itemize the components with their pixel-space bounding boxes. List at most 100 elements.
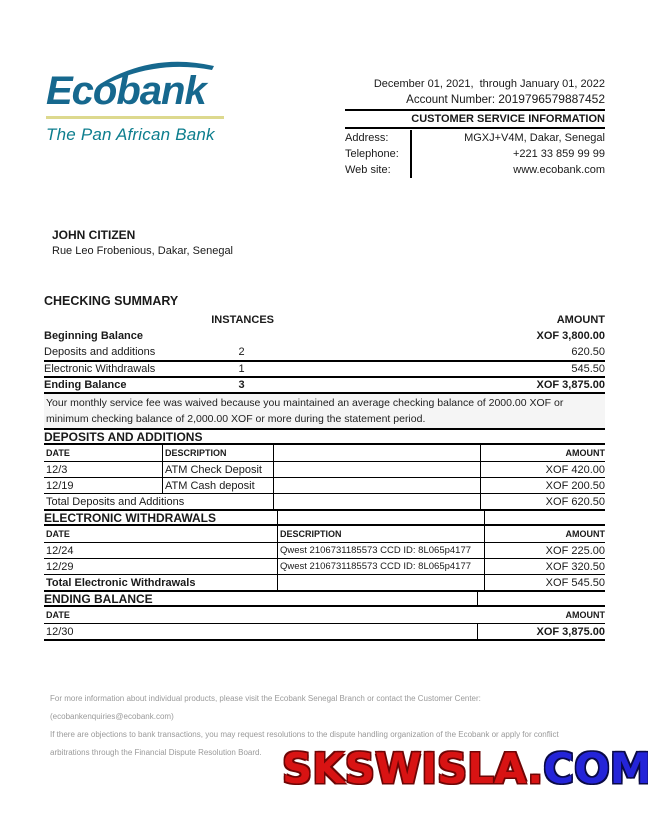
empty-cell (277, 575, 484, 590)
divider (345, 109, 605, 111)
deposit-description: ATM Cash deposit (162, 478, 273, 493)
summary-row-deposits: Deposits and additions 2 620.50 (44, 344, 605, 360)
contact-row-website: Web site: www.ecobank.com (345, 162, 605, 178)
footer-line-3: If there are objections to bank transact… (50, 730, 559, 739)
deposit-row: 12/3 ATM Check Deposit XOF 420.00 (44, 461, 605, 477)
withdrawals-section: ELECTRONIC WITHDRAWALS DATE DESCRIPTION … (44, 509, 605, 590)
amount-column-header: AMOUNT (484, 526, 605, 542)
checking-summary-title: CHECKING SUMMARY (44, 294, 179, 308)
row-amount: XOF 3,800.00 (536, 330, 606, 342)
telephone-value: +221 33 859 99 99 (512, 148, 605, 160)
footer-line-4: arbitrations through the Financial Dispu… (50, 748, 262, 757)
website-value[interactable]: www.ecobank.com (513, 164, 605, 176)
skswisla-watermark: SKSWISLA.COM (282, 744, 648, 793)
logo-tagline: The Pan African Bank (46, 125, 215, 144)
deposits-title: DEPOSITS AND ADDITIONS (44, 429, 203, 444)
withdrawals-total-label: Total Electronic Withdrawals (46, 576, 196, 589)
withdrawal-amount: XOF 225.00 (484, 543, 605, 558)
deposits-title-row: DEPOSITS AND ADDITIONS (44, 428, 605, 445)
footer-line-1: For more information about individual pr… (50, 694, 481, 703)
account-number-line: Account Number: 2019796579887452 (345, 92, 605, 106)
withdrawal-description: Qwest 2106731185573 CCD ID: 8L065p4177 (277, 559, 484, 574)
withdrawal-amount: XOF 320.50 (484, 559, 605, 574)
empty-cell (273, 478, 480, 493)
statement-header: December 01, 2021, through January 01, 2… (345, 78, 605, 178)
amount-column-header: AMOUNT (565, 610, 606, 620)
row-instances: 2 (238, 346, 245, 358)
row-label: Deposits and additions (44, 346, 156, 358)
telephone-label: Telephone: (345, 146, 412, 162)
account-number-label: Account Number: (406, 94, 499, 106)
description-column-header: DESCRIPTION (162, 445, 273, 461)
ending-balance-title-row: ENDING BALANCE (44, 590, 605, 607)
empty-cell (484, 511, 605, 524)
row-amount: 545.50 (571, 363, 605, 375)
deposit-description: ATM Check Deposit (162, 462, 273, 477)
divider (44, 639, 605, 641)
ecobank-logo-text: Ecobank (46, 69, 207, 113)
ending-balance-row: 12/30 XOF 3,875.00 (44, 623, 605, 639)
withdrawal-description: Qwest 2106731185573 CCD ID: 8L065p4177 (277, 543, 484, 558)
logo-swoosh-icon (100, 61, 214, 86)
row-amount: XOF 3,875.00 (536, 379, 606, 391)
watermark-site: SKSWISLA (282, 744, 528, 793)
watermark-dot: . (527, 744, 544, 793)
divider (44, 392, 605, 394)
withdrawal-row: 12/24 Qwest 2106731185573 CCD ID: 8L065p… (44, 542, 605, 558)
account-number-value: 2019796579887452 (498, 92, 605, 106)
statement-body: CHECKING SUMMARY INSTANCES AMOUNT Beginn… (44, 294, 605, 641)
withdrawal-date: 12/24 (46, 544, 74, 557)
customer-address: Rue Leo Frobenious, Dakar, Senegal (52, 245, 234, 257)
customer-info: JOHN CITIZEN Rue Leo Frobenious, Dakar, … (52, 228, 233, 257)
amount-column-header: AMOUNT (480, 445, 605, 461)
empty-cell (273, 462, 480, 477)
checking-summary-table: INSTANCES AMOUNT Beginning Balance XOF 3… (44, 312, 605, 394)
ending-balance-header-row: DATE AMOUNT (44, 607, 605, 623)
website-label: Web site: (345, 162, 412, 178)
checking-summary-header-row: INSTANCES AMOUNT (44, 312, 605, 328)
summary-row-ending-balance: Ending Balance 3 XOF 3,875.00 (44, 376, 605, 392)
fee-waiver-note: Your monthly service fee was waived beca… (44, 394, 605, 428)
watermark-tld: COM (543, 744, 648, 793)
customer-service-rows: Address: MGXJ+V4M, Dakar, Senegal Teleph… (345, 130, 605, 178)
divider (345, 127, 605, 129)
customer-name: JOHN CITIZEN (52, 228, 136, 242)
deposit-date: 12/3 (46, 463, 68, 476)
date-column-header: DATE (46, 610, 70, 620)
deposits-header-row: DATE DESCRIPTION AMOUNT (44, 445, 605, 461)
empty-cell (273, 445, 480, 461)
contact-row-address: Address: MGXJ+V4M, Dakar, Senegal (345, 130, 605, 146)
ending-balance-date: 12/30 (46, 625, 74, 638)
amount-column-header: AMOUNT (556, 314, 605, 326)
withdrawals-title: ELECTRONIC WITHDRAWALS (44, 510, 216, 525)
withdrawals-total-amount: XOF 545.50 (484, 575, 605, 590)
footer-disclaimer: For more information about individual pr… (50, 694, 610, 766)
ecobank-logo-wordmark: Ecobank (46, 61, 224, 119)
withdrawals-total-row: Total Electronic Withdrawals XOF 545.50 (44, 574, 605, 590)
empty-cell (277, 511, 484, 524)
deposit-amount: XOF 200.50 (480, 478, 605, 493)
withdrawal-date: 12/29 (46, 560, 74, 573)
ending-balance-title: ENDING BALANCE (44, 591, 153, 606)
ending-balance-section: ENDING BALANCE DATE AMOUNT 12/30 XOF 3,8… (44, 590, 605, 641)
row-instances: 3 (238, 379, 245, 391)
instances-column-header: INSTANCES (211, 314, 274, 326)
row-instances: 1 (238, 363, 245, 375)
summary-row-beginning-balance: Beginning Balance XOF 3,800.00 (44, 328, 605, 344)
statement-period: December 01, 2021, through January 01, 2… (373, 78, 605, 90)
withdrawals-title-row: ELECTRONIC WITHDRAWALS (44, 509, 605, 526)
row-label: Beginning Balance (44, 330, 144, 342)
footer-line-2[interactable]: (ecobankenquiries@ecobank.com) (50, 712, 174, 721)
ending-balance-title-cell: ENDING BALANCE (44, 591, 477, 606)
ecobank-logo: Ecobank The Pan African Bank (46, 61, 236, 145)
fee-waiver-note-line1: Your monthly service fee was waived beca… (46, 397, 564, 409)
date-column-header: DATE (46, 529, 70, 539)
empty-cell (273, 494, 480, 509)
deposit-row: 12/19 ATM Cash deposit XOF 200.50 (44, 477, 605, 493)
withdrawal-row: 12/29 Qwest 2106731185573 CCD ID: 8L065p… (44, 558, 605, 574)
description-column-header: DESCRIPTION (277, 526, 484, 542)
empty-cell (477, 592, 605, 605)
ending-balance-amount: XOF 3,875.00 (477, 624, 605, 639)
customer-service-title: CUSTOMER SERVICE INFORMATION (411, 113, 605, 125)
address-label: Address: (345, 130, 412, 146)
